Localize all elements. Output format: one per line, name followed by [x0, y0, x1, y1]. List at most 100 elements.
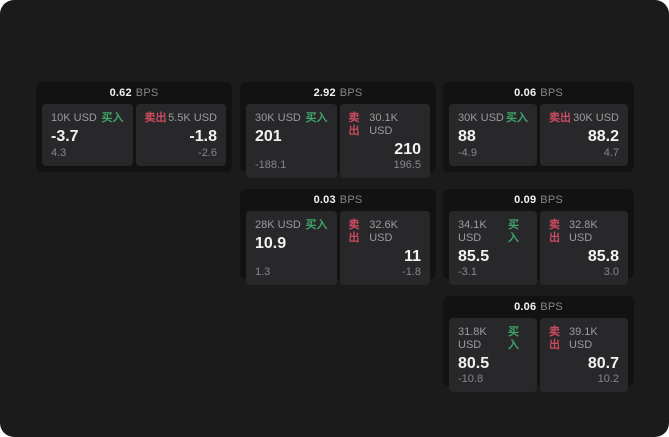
bps-value: 0.62: [109, 87, 132, 99]
buy-panel[interactable]: 30K USD 买入 88 -4.9: [449, 104, 537, 166]
sell-panel-top: 卖出 30.1K USD: [349, 112, 422, 138]
sell-tag: 卖出: [549, 219, 560, 244]
bps-suffix-label: BPS: [135, 87, 159, 99]
buy-price: -3.7: [51, 128, 79, 145]
sell-price: 210: [394, 141, 421, 158]
bps-suffix-label: BPS: [540, 301, 563, 313]
buy-price: 10.9: [255, 235, 287, 252]
quote-panels: 10K USD 买入 -3.7 4.3 卖出 5.5K USD -1.8 -2.…: [36, 104, 232, 172]
buy-tag: 买入: [506, 112, 528, 124]
sell-tag: 卖出: [348, 112, 360, 137]
buy-panel-top: 31.8K USD 买入: [458, 326, 528, 352]
bps-header: 0.62 BPS: [36, 82, 232, 104]
sell-panel[interactable]: 卖出 32.8K USD 85.8 3.0: [540, 211, 628, 285]
sell-panel[interactable]: 卖出 39.1K USD 80.7 10.2: [540, 318, 628, 392]
quote-card: 0.06 BPS 31.8K USD 买入 80.5 -10.8 卖出 39.1…: [443, 296, 634, 392]
sell-delta: -1.8: [402, 266, 421, 278]
sell-amount: 39.1K USD: [568, 326, 598, 351]
buy-amount: 30K USD: [255, 112, 301, 124]
quote-panels: 31.8K USD 买入 80.5 -10.8 卖出 39.1K USD 80.…: [443, 318, 634, 398]
sell-panel-top: 卖出 30K USD: [549, 112, 619, 125]
sell-price: 85.8: [587, 248, 619, 265]
buy-delta: -10.8: [458, 373, 484, 385]
quote-card: 0.03 BPS 28K USD 买入 10.9 1.3 卖出 32.6K US…: [240, 189, 436, 285]
buy-tag: 买入: [508, 219, 520, 244]
buy-amount: 34.1K USD: [458, 219, 487, 244]
buy-price: 80.5: [458, 355, 490, 372]
buy-delta: 1.3: [255, 266, 271, 278]
buy-price: 85.5: [458, 248, 490, 265]
buy-tag: 买入: [305, 112, 328, 124]
sell-price: 11: [404, 248, 421, 265]
bps-suffix-label: BPS: [339, 87, 363, 99]
sell-amount: 5.5K USD: [168, 112, 217, 124]
bps-value: 0.06: [514, 87, 537, 99]
sell-panel-top: 卖出 39.1K USD: [549, 326, 619, 352]
buy-panel-top: 10K USD 买入: [51, 112, 124, 125]
quote-panels: 30K USD 买入 88 -4.9 卖出 30K USD 88.2 4.7: [443, 104, 634, 172]
buy-delta: -3.1: [458, 266, 477, 278]
bps-suffix-label: BPS: [339, 194, 363, 206]
bps-suffix-label: BPS: [540, 194, 563, 206]
buy-price: 201: [255, 128, 282, 145]
buy-panel-top: 28K USD 买入: [255, 219, 328, 232]
bps-header: 0.03 BPS: [240, 189, 436, 211]
quote-panels: 28K USD 买入 10.9 1.3 卖出 32.6K USD 11 -1.8: [240, 211, 436, 291]
sell-panel-top: 卖出 32.8K USD: [549, 219, 619, 245]
sell-tag: 卖出: [348, 219, 360, 244]
buy-amount: 30K USD: [458, 112, 504, 124]
quote-card: 0.06 BPS 30K USD 买入 88 -4.9 卖出 30K USD 8…: [443, 82, 634, 172]
quote-card: 0.09 BPS 34.1K USD 买入 85.5 -3.1 卖出 32.8K…: [443, 189, 634, 285]
buy-panel[interactable]: 10K USD 买入 -3.7 4.3: [42, 104, 133, 166]
bps-header: 0.09 BPS: [443, 189, 634, 211]
sell-panel[interactable]: 卖出 30K USD 88.2 4.7: [540, 104, 628, 166]
buy-tag: 买入: [508, 326, 520, 351]
buy-panel-top: 30K USD 买入: [255, 112, 328, 125]
sell-amount: 32.8K USD: [568, 219, 598, 244]
buy-delta: -4.9: [458, 147, 477, 159]
sell-tag: 卖出: [549, 326, 560, 351]
sell-tag: 卖出: [549, 112, 571, 124]
bps-value: 0.06: [514, 301, 537, 313]
quote-panels: 30K USD 买入 201 -188.1 卖出 30.1K USD 210 1…: [240, 104, 436, 184]
sell-amount: 30K USD: [573, 112, 619, 124]
buy-tag: 买入: [305, 219, 328, 231]
sell-panel[interactable]: 卖出 32.6K USD 11 -1.8: [339, 211, 430, 285]
sell-delta: 196.5: [393, 159, 421, 171]
sell-amount: 32.6K USD: [369, 219, 398, 244]
buy-delta: -188.1: [255, 159, 287, 171]
sell-price: 80.7: [587, 355, 619, 372]
sell-price: 88.2: [587, 128, 619, 145]
bps-header: 2.92 BPS: [240, 82, 436, 104]
sell-delta: 10.2: [597, 373, 619, 385]
sell-amount: 30.1K USD: [369, 112, 398, 137]
sell-tag: 卖出: [144, 112, 167, 124]
buy-panel[interactable]: 34.1K USD 买入 85.5 -3.1: [449, 211, 537, 285]
sell-delta: -2.6: [198, 147, 217, 159]
sell-panel[interactable]: 卖出 30.1K USD 210 196.5: [339, 104, 430, 178]
quote-panels: 34.1K USD 买入 85.5 -3.1 卖出 32.8K USD 85.8…: [443, 211, 634, 291]
sell-price: -1.8: [189, 128, 217, 145]
bps-suffix-label: BPS: [540, 87, 563, 99]
sell-panel-top: 卖出 5.5K USD: [145, 112, 218, 125]
sell-delta: 4.7: [603, 147, 619, 159]
buy-panel[interactable]: 30K USD 买入 201 -188.1: [246, 104, 337, 178]
sell-panel-top: 卖出 32.6K USD: [349, 219, 422, 245]
buy-panel[interactable]: 28K USD 买入 10.9 1.3: [246, 211, 337, 285]
buy-amount: 28K USD: [255, 219, 301, 231]
bps-value: 0.09: [514, 194, 537, 206]
buy-tag: 买入: [101, 112, 124, 124]
buy-price: 88: [458, 128, 476, 145]
bps-header: 0.06 BPS: [443, 296, 634, 318]
buy-amount: 10K USD: [51, 112, 97, 124]
sell-panel[interactable]: 卖出 5.5K USD -1.8 -2.6: [135, 104, 226, 166]
buy-panel-top: 34.1K USD 买入: [458, 219, 528, 245]
quote-card: 0.62 BPS 10K USD 买入 -3.7 4.3 卖出 5.5K USD…: [36, 82, 232, 172]
buy-panel-top: 30K USD 买入: [458, 112, 528, 125]
buy-panel[interactable]: 31.8K USD 买入 80.5 -10.8: [449, 318, 537, 392]
bps-value: 2.92: [313, 87, 336, 99]
bps-value: 0.03: [313, 194, 336, 206]
quote-card: 2.92 BPS 30K USD 买入 201 -188.1 卖出 30.1K …: [240, 82, 436, 178]
buy-amount: 31.8K USD: [458, 326, 487, 351]
